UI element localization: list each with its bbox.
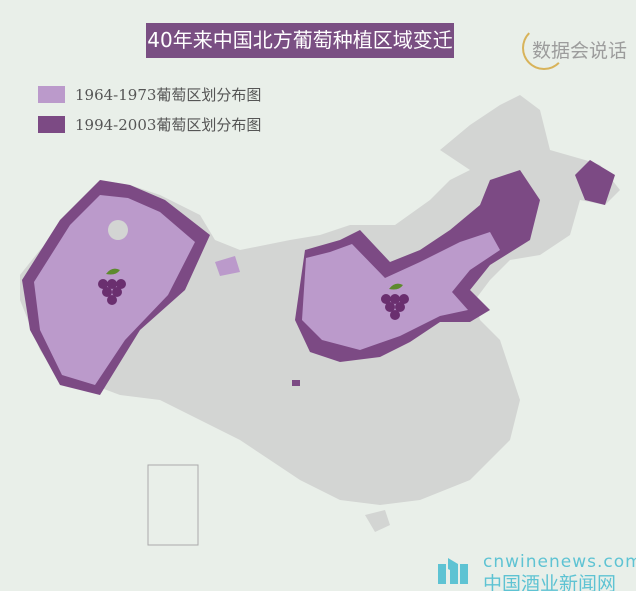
south-china-sea-inset xyxy=(147,464,199,546)
grape-icon xyxy=(98,268,126,305)
legend-swatch xyxy=(38,116,65,133)
region-1964-1973-central xyxy=(302,232,500,350)
brand-url: cnwinenews.com xyxy=(483,552,636,572)
legend-item-1994: 1994-2003葡萄区划分布图 xyxy=(38,114,261,135)
logo: 数据会说话 xyxy=(522,24,632,70)
region-1964-1973-small xyxy=(215,256,240,276)
legend-label: 1964-1973葡萄区划分布图 xyxy=(75,86,262,104)
brand-logo-icon xyxy=(438,558,468,584)
page-title: 40年来中国北方葡萄种植区域变迁 xyxy=(146,23,454,58)
region-1994-2003-northeast xyxy=(575,160,615,205)
logo-arc-icon xyxy=(522,26,566,70)
legend-label: 1994-2003葡萄区划分布图 xyxy=(75,116,262,134)
brand-name: 中国酒业新闻网 xyxy=(483,573,617,591)
region-gap xyxy=(108,220,128,240)
legend-swatch xyxy=(38,86,65,103)
logo-text: 数据会说话 xyxy=(532,40,628,62)
grape-icon xyxy=(381,283,409,320)
legend-item-1964: 1964-1973葡萄区划分布图 xyxy=(38,84,261,105)
hainan-island xyxy=(365,510,390,532)
region-1994-2003-small xyxy=(292,380,300,386)
